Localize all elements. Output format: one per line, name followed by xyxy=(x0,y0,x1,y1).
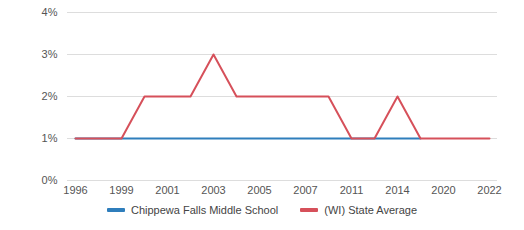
html-text:(WI) State Average: (WI) State Average xyxy=(324,204,417,216)
svg-text:4%: 4% xyxy=(42,6,58,18)
svg-text:2005: 2005 xyxy=(247,184,271,196)
svg-text:2%: 2% xyxy=(42,90,58,102)
svg-text:2022: 2022 xyxy=(477,184,501,196)
svg-text:3%: 3% xyxy=(42,48,58,60)
svg-text:2014: 2014 xyxy=(385,184,409,196)
svg-text:2001: 2001 xyxy=(155,184,179,196)
html-text:Chippewa Falls Middle School: Chippewa Falls Middle School xyxy=(131,204,279,216)
svg-text:2003: 2003 xyxy=(201,184,225,196)
svg-text:0%: 0% xyxy=(42,174,58,186)
svg-text:2007: 2007 xyxy=(293,184,317,196)
svg-text:1%: 1% xyxy=(42,132,58,144)
svg-text:2011: 2011 xyxy=(340,184,364,196)
svg-text:1996: 1996 xyxy=(63,184,87,196)
svg-text:1999: 1999 xyxy=(109,184,133,196)
svg-text:2020: 2020 xyxy=(431,184,455,196)
